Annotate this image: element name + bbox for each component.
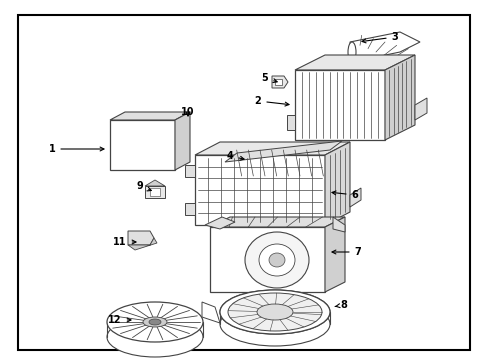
Ellipse shape	[143, 317, 167, 327]
Polygon shape	[110, 112, 190, 120]
Polygon shape	[295, 55, 415, 70]
Polygon shape	[225, 150, 335, 176]
Polygon shape	[202, 302, 220, 323]
Polygon shape	[385, 55, 415, 140]
Polygon shape	[325, 142, 350, 225]
Text: 1: 1	[49, 144, 104, 154]
Ellipse shape	[220, 290, 330, 334]
Ellipse shape	[257, 304, 293, 320]
Polygon shape	[210, 227, 325, 292]
Ellipse shape	[245, 232, 309, 288]
Polygon shape	[350, 188, 361, 207]
Text: 5: 5	[262, 73, 277, 83]
Text: 9: 9	[137, 181, 151, 191]
Ellipse shape	[269, 253, 285, 267]
Ellipse shape	[149, 319, 161, 325]
Text: 3: 3	[362, 32, 398, 43]
Polygon shape	[205, 217, 235, 229]
Polygon shape	[415, 98, 427, 120]
Polygon shape	[128, 231, 154, 245]
Polygon shape	[275, 79, 282, 85]
Polygon shape	[145, 186, 165, 198]
Polygon shape	[225, 141, 342, 162]
Polygon shape	[195, 155, 325, 225]
Ellipse shape	[220, 290, 330, 334]
Polygon shape	[175, 112, 190, 170]
Polygon shape	[287, 115, 295, 130]
Text: 7: 7	[332, 247, 361, 257]
Ellipse shape	[107, 302, 203, 342]
Text: 4: 4	[227, 151, 244, 161]
Ellipse shape	[348, 42, 356, 62]
Polygon shape	[195, 142, 350, 155]
Text: 10: 10	[181, 107, 195, 117]
Text: 11: 11	[113, 237, 136, 247]
Text: 12: 12	[108, 315, 131, 325]
Ellipse shape	[228, 293, 322, 331]
Polygon shape	[150, 188, 160, 196]
Text: 6: 6	[332, 190, 358, 200]
Text: 2: 2	[255, 96, 289, 106]
Polygon shape	[295, 70, 385, 140]
Polygon shape	[350, 32, 420, 62]
Ellipse shape	[107, 317, 203, 357]
Polygon shape	[272, 76, 288, 88]
Polygon shape	[333, 217, 345, 232]
Polygon shape	[110, 120, 175, 170]
Polygon shape	[185, 203, 195, 215]
Polygon shape	[325, 217, 345, 292]
Polygon shape	[145, 180, 165, 186]
Ellipse shape	[259, 244, 295, 276]
Polygon shape	[185, 165, 195, 177]
Polygon shape	[128, 238, 157, 250]
Text: 8: 8	[335, 300, 347, 310]
Ellipse shape	[220, 302, 330, 346]
Polygon shape	[210, 217, 345, 227]
